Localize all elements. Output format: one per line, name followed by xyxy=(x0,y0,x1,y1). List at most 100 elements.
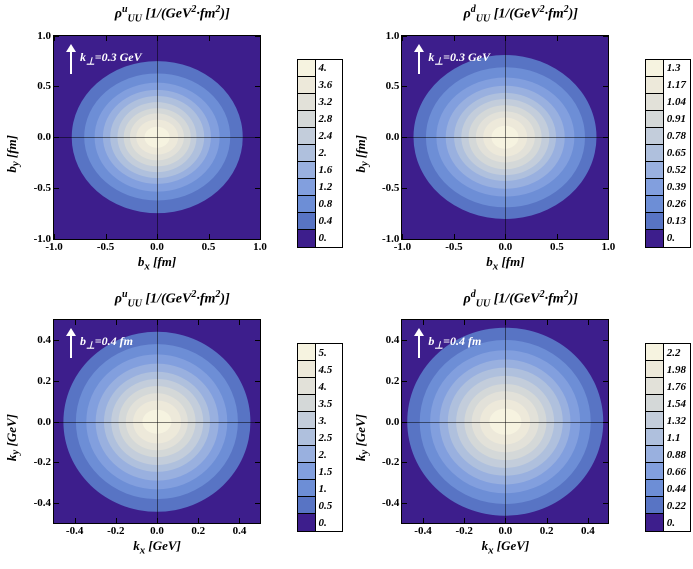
tick-mark xyxy=(260,234,261,239)
legend-swatch xyxy=(298,111,316,128)
y-tick-label: -0.2 xyxy=(34,456,51,468)
chart-title: ρdUU [1/(GeV2·fm2)] xyxy=(464,4,578,24)
x-tick-label: 0.2 xyxy=(191,525,205,537)
arrow-icon xyxy=(64,44,78,76)
tick-mark xyxy=(54,462,59,463)
legend-row: 0.22 xyxy=(646,497,690,514)
legend-label: 0.91 xyxy=(664,113,690,125)
legend-label: 1.5 xyxy=(316,466,342,478)
legend-swatch xyxy=(298,94,316,111)
legend-swatch xyxy=(646,128,664,145)
legend-label: 0.65 xyxy=(664,147,690,159)
legend-label: 0.44 xyxy=(664,483,690,495)
chart-title: ρdUU [1/(GeV2·fm2)] xyxy=(464,289,578,309)
legend-label: 1.3 xyxy=(664,62,690,74)
legend-row: 1.3 xyxy=(646,60,690,77)
y-tick-label: -1.0 xyxy=(382,233,399,245)
tick-mark xyxy=(54,86,59,87)
panel-body: ky [GeV] b⊥=0.4 fm-0.4-0.4-0.2-0.20.00.00… xyxy=(351,311,692,565)
legend-label: 0. xyxy=(664,517,690,529)
x-axis-label: kx [GeV] xyxy=(482,538,530,557)
legend-row: 2.5 xyxy=(298,429,342,446)
legend-row: 0.44 xyxy=(646,480,690,497)
x-tick-label: -0.5 xyxy=(97,241,114,253)
tick-mark xyxy=(198,518,199,523)
legend-swatch xyxy=(646,179,664,196)
legend-swatch xyxy=(646,344,664,361)
tick-mark xyxy=(547,320,548,325)
tick-mark xyxy=(255,36,260,37)
legend: 4.3.63.22.82.42.1.61.20.80.40. xyxy=(297,59,343,248)
legend-row: 0.39 xyxy=(646,179,690,196)
legend-label: 0.8 xyxy=(316,198,342,210)
legend-row: 0.52 xyxy=(646,162,690,179)
legend-swatch xyxy=(298,463,316,480)
plot-area: k⊥=0.3 GeV-1.0-1.0-0.5-0.50.00.00.50.51.… xyxy=(401,35,609,240)
y-tick-label: 0.5 xyxy=(37,80,51,92)
tick-mark xyxy=(157,518,158,523)
legend-label: 1.54 xyxy=(664,398,690,410)
tick-mark xyxy=(547,518,548,523)
legend-row: 1.5 xyxy=(298,463,342,480)
legend-row: 0.65 xyxy=(646,145,690,162)
panel-top-left: ρuUU [1/(GeV2·fm2)]by [fm]k⊥=0.3 GeV-1.0… xyxy=(2,4,343,281)
tick-mark xyxy=(255,239,260,240)
y-tick-label: 1.0 xyxy=(37,30,51,42)
legend-label: 0.39 xyxy=(664,181,690,193)
legend-swatch xyxy=(298,128,316,145)
legend-row: 1.32 xyxy=(646,412,690,429)
arrow-icon xyxy=(412,44,426,76)
gridline-h xyxy=(402,422,608,423)
legend-row: 1.6 xyxy=(298,162,342,179)
legend-swatch xyxy=(646,497,664,514)
y-axis-label: ky [GeV] xyxy=(351,414,373,461)
tick-mark xyxy=(603,381,608,382)
plot-area: b⊥=0.4 fm-0.4-0.4-0.2-0.20.00.00.20.20.4… xyxy=(53,319,261,524)
legend-row: 1.17 xyxy=(646,77,690,94)
plot-area: b⊥=0.4 fm-0.4-0.4-0.2-0.20.00.00.20.20.4… xyxy=(401,319,609,524)
legend-label: 2.4 xyxy=(316,130,342,142)
legend: 2.21.981.761.541.321.10.880.660.440.220. xyxy=(645,343,691,532)
x-tick-label: 1.0 xyxy=(253,241,267,253)
legend-label: 0. xyxy=(664,232,690,244)
tick-mark xyxy=(255,340,260,341)
legend-row: 2. xyxy=(298,446,342,463)
x-axis-label: bx [fm] xyxy=(138,254,176,273)
legend-swatch xyxy=(298,480,316,497)
legend-label: 4.5 xyxy=(316,364,342,376)
legend-swatch xyxy=(298,77,316,94)
plot-column: b⊥=0.4 fm-0.4-0.4-0.2-0.20.00.00.20.20.4… xyxy=(372,319,639,557)
tick-mark xyxy=(603,340,608,341)
legend-row: 0. xyxy=(646,230,690,247)
x-axis-label: bx [fm] xyxy=(486,254,524,273)
tick-mark xyxy=(402,137,407,138)
tick-mark xyxy=(106,234,107,239)
tick-mark xyxy=(423,518,424,523)
legend-row: 0.66 xyxy=(646,463,690,480)
legend-label: 5. xyxy=(316,347,342,359)
y-tick-label: -0.2 xyxy=(382,456,399,468)
legend-swatch xyxy=(298,412,316,429)
legend-row: 1.04 xyxy=(646,94,690,111)
tick-mark xyxy=(255,137,260,138)
tick-mark xyxy=(260,36,261,41)
legend-swatch xyxy=(298,145,316,162)
legend-swatch xyxy=(646,429,664,446)
chart-title: ρuUU [1/(GeV2·fm2)] xyxy=(115,4,230,24)
y-tick-label: 1.0 xyxy=(386,30,400,42)
annotation: k⊥=0.3 GeV xyxy=(428,50,490,67)
tick-mark xyxy=(402,503,407,504)
legend-swatch xyxy=(298,196,316,213)
legend-swatch xyxy=(646,463,664,480)
panel-body: ky [GeV]b⊥=0.4 fm-0.4-0.4-0.2-0.20.00.00… xyxy=(2,311,343,565)
legend-label: 0.5 xyxy=(316,500,342,512)
legend-row: 3. xyxy=(298,412,342,429)
legend-row: 1. xyxy=(298,480,342,497)
legend-label: 0.22 xyxy=(664,500,690,512)
legend-label: 3.6 xyxy=(316,79,342,91)
plot-column: b⊥=0.4 fm-0.4-0.4-0.2-0.20.00.00.20.20.4… xyxy=(24,319,291,557)
legend-row: 0. xyxy=(298,230,342,247)
y-tick-label: 0.5 xyxy=(386,80,400,92)
legend-swatch xyxy=(298,514,316,531)
legend-label: 0.66 xyxy=(664,466,690,478)
